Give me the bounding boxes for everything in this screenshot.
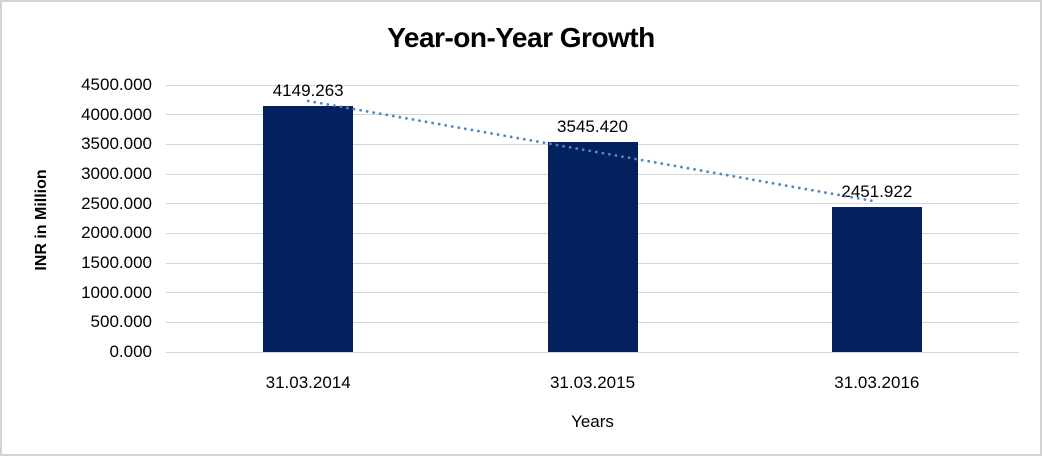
y-tick-label: 3000.000 xyxy=(81,164,152,183)
bar xyxy=(263,105,354,352)
x-axis-title: Years xyxy=(571,412,614,431)
bar xyxy=(831,206,922,352)
y-tick-label: 4500.000 xyxy=(81,75,152,94)
gridline xyxy=(166,84,1019,86)
data-label: 4149.263 xyxy=(272,80,344,100)
data-label: 3545.420 xyxy=(557,116,628,136)
y-tick-label: 2500.000 xyxy=(81,193,152,213)
data-label: 2451.922 xyxy=(841,181,913,201)
y-tick-label: 1500.000 xyxy=(81,253,152,272)
chart-title: Year-on-Year Growth xyxy=(387,22,655,53)
y-tick-label: 1000.000 xyxy=(81,282,152,302)
x-category-label: 31.03.2016 xyxy=(834,373,920,392)
bar xyxy=(547,141,638,352)
y-tick-label: 2000.000 xyxy=(81,223,152,243)
x-category-label: 31.03.2015 xyxy=(549,373,636,392)
y-tick-label: 0.000 xyxy=(109,342,152,361)
x-category-label: 31.03.2014 xyxy=(265,373,351,392)
gridline xyxy=(166,351,1019,353)
y-tick-label: 3500.000 xyxy=(81,134,152,154)
y-tick-label: 4000.000 xyxy=(81,104,152,124)
y-tick-label: 500.000 xyxy=(90,312,152,332)
